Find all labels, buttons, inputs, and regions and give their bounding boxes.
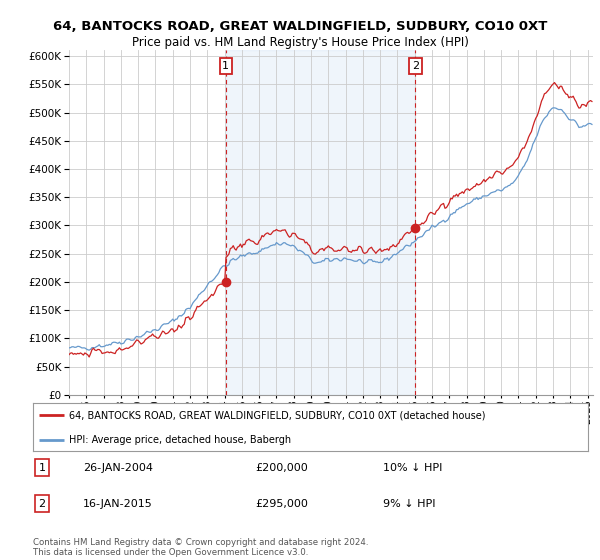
Text: HPI: Average price, detached house, Babergh: HPI: Average price, detached house, Babe… (69, 435, 291, 445)
Text: 64, BANTOCKS ROAD, GREAT WALDINGFIELD, SUDBURY, CO10 0XT (detached house): 64, BANTOCKS ROAD, GREAT WALDINGFIELD, S… (69, 410, 485, 420)
Text: £200,000: £200,000 (255, 463, 308, 473)
Bar (226, 50, 415, 395)
Text: 1: 1 (38, 463, 46, 473)
Text: Price paid vs. HM Land Registry's House Price Index (HPI): Price paid vs. HM Land Registry's House … (131, 36, 469, 49)
Text: 16-JAN-2015: 16-JAN-2015 (83, 499, 152, 509)
Text: 1: 1 (222, 60, 229, 71)
Text: 10% ↓ HPI: 10% ↓ HPI (383, 463, 442, 473)
Text: Contains HM Land Registry data © Crown copyright and database right 2024.
This d: Contains HM Land Registry data © Crown c… (33, 538, 368, 557)
Text: £295,000: £295,000 (255, 499, 308, 509)
Text: 26-JAN-2004: 26-JAN-2004 (83, 463, 153, 473)
Text: 64, BANTOCKS ROAD, GREAT WALDINGFIELD, SUDBURY, CO10 0XT: 64, BANTOCKS ROAD, GREAT WALDINGFIELD, S… (53, 20, 547, 32)
Text: 9% ↓ HPI: 9% ↓ HPI (383, 499, 435, 509)
Text: 2: 2 (38, 499, 46, 509)
Text: 2: 2 (412, 60, 419, 71)
